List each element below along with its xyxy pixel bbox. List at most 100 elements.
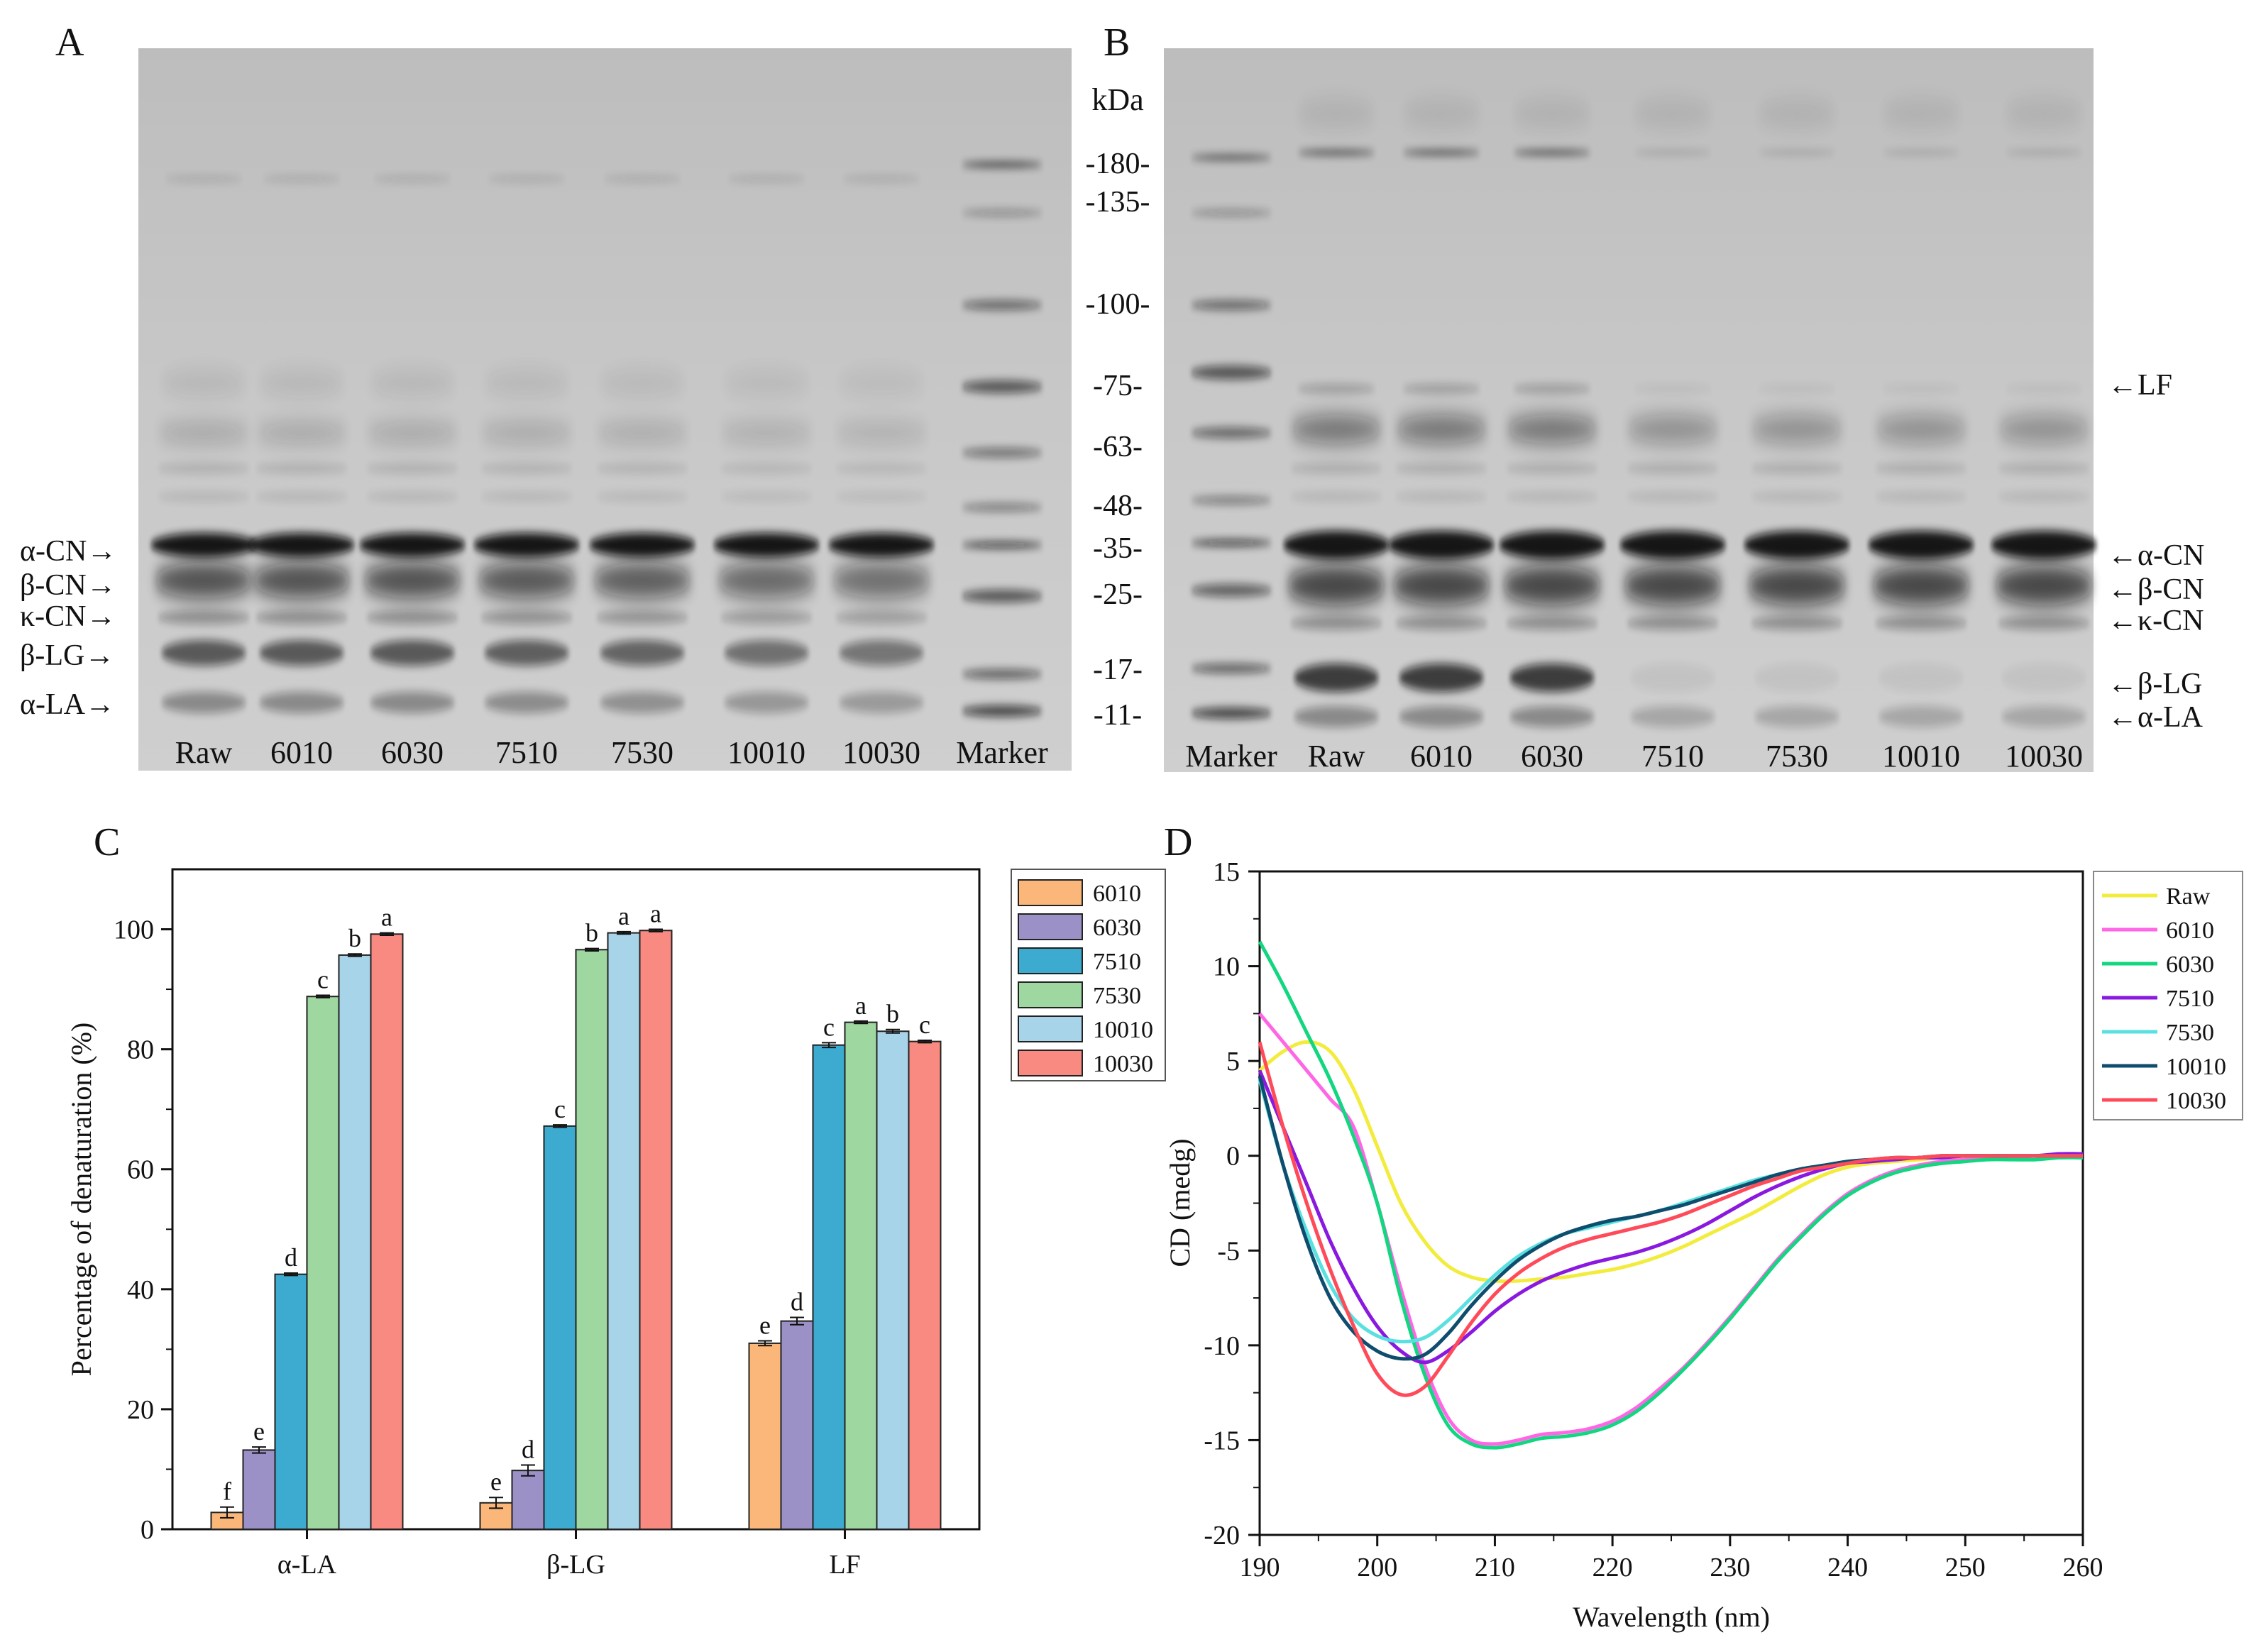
gel-band	[1623, 566, 1722, 605]
legend-label: 7510	[2166, 986, 2214, 1012]
marker-label: -180-	[1086, 148, 1150, 180]
significance-letter: c	[554, 1095, 566, 1123]
bar	[844, 1021, 878, 1531]
gel-marker-band	[1190, 496, 1272, 505]
gel-band	[1751, 415, 1843, 444]
gel-band	[720, 422, 813, 444]
gel-band	[1634, 150, 1712, 155]
gel-band	[1402, 150, 1480, 155]
gel-band	[477, 563, 576, 598]
gel-band	[1871, 566, 1971, 605]
gel-band	[596, 463, 688, 474]
bar-chart: Percentage of denaturation (%) 0 20 40 60 80…	[65, 868, 1166, 1580]
gel-band	[1395, 616, 1487, 630]
gel-band	[1627, 492, 1719, 502]
gel-band	[832, 563, 931, 598]
significance-letter: d	[791, 1288, 803, 1316]
significance-letter: c	[317, 966, 329, 994]
gel-b-lane-label: 6010	[1410, 739, 1473, 773]
gel-band	[1634, 99, 1712, 128]
bar	[242, 1449, 276, 1531]
gel-band	[1399, 706, 1484, 727]
gel-band	[255, 610, 348, 624]
legend-label: 6010	[1093, 881, 1141, 907]
line-chart-x-tick-label: 250	[1945, 1553, 1986, 1582]
bar	[511, 1470, 545, 1531]
gel-band	[839, 640, 924, 666]
bar-chart-legend: 6010 6030 7510 7530 10010 10030	[1011, 869, 1166, 1081]
gel-band	[727, 175, 805, 182]
gel-b-lane-label: 10030	[2005, 739, 2083, 773]
gel-band	[600, 369, 685, 397]
gel-a-lane-label: Raw	[175, 735, 233, 770]
gel-band	[1513, 384, 1591, 394]
bar-chart-y-tick-label: 0	[141, 1515, 154, 1545]
gel-marker-band	[1190, 663, 1272, 673]
gel-band	[1875, 492, 1967, 502]
gel-band	[1630, 706, 1715, 727]
bar	[607, 932, 641, 1530]
gel-band	[484, 640, 569, 666]
gel-band	[835, 492, 928, 502]
marker-label: -135-	[1086, 186, 1150, 219]
legend-label: 10030	[2166, 1088, 2226, 1114]
bar	[306, 996, 340, 1530]
gel-band	[161, 369, 246, 397]
legend-swatch	[1018, 981, 1083, 1008]
legend-label: 6010	[2166, 918, 2214, 944]
line-chart-y-tick-label: 15	[1213, 857, 1240, 887]
bar	[338, 954, 372, 1530]
gel-band	[1287, 566, 1386, 605]
marker-label: -75-	[1093, 370, 1143, 402]
gel-band	[1294, 706, 1379, 727]
gel-band	[1499, 531, 1605, 559]
line-chart-y-tick-label: -10	[1204, 1331, 1240, 1361]
gel-band	[1506, 492, 1598, 502]
bar	[543, 1125, 577, 1530]
line-chart-x-tick-label: 240	[1827, 1553, 1868, 1582]
line-chart-legend: Raw 6010 6030 7510 7530 10010 10030	[2093, 871, 2243, 1120]
gel-band	[842, 175, 920, 182]
gel-b-lane-label: 7510	[1641, 739, 1704, 773]
gel-marker-band	[961, 705, 1043, 717]
gel-band	[1627, 415, 1719, 444]
gel-band	[1751, 463, 1843, 474]
marker-label: -100-	[1086, 288, 1150, 321]
gel-b-lane-label: 10010	[1882, 739, 1960, 773]
gel-band	[1751, 616, 1843, 630]
gel-band	[1297, 384, 1375, 394]
gel-marker-band	[1190, 584, 1272, 597]
gel-b-lane-label: Marker	[1185, 739, 1277, 773]
legend-swatch	[1018, 1050, 1083, 1076]
gel-b-lane-label: 6030	[1521, 739, 1583, 773]
gel-band	[600, 640, 685, 666]
line-chart-series	[1258, 940, 2084, 1450]
gel-band	[1509, 706, 1595, 727]
marker-label: -63-	[1093, 431, 1143, 463]
gel-band	[158, 422, 250, 444]
gel-band	[255, 492, 348, 502]
gel-band	[1878, 706, 1964, 727]
significance-letter: a	[855, 991, 867, 1020]
gel-band	[370, 692, 455, 713]
line-chart-y-tick-label: -5	[1217, 1236, 1240, 1266]
gel-band	[359, 533, 466, 557]
gel-band	[1754, 706, 1839, 727]
gel-band	[263, 175, 341, 182]
gel-b-band-label-beta-lg: ←β-LG	[2108, 668, 2202, 700]
gel-band	[1506, 616, 1598, 630]
gel-band	[600, 692, 685, 713]
line-chart-legend-frame	[2093, 871, 2243, 1120]
gel-band	[252, 563, 351, 598]
gel-band	[1998, 492, 2090, 502]
gel-a-lane-label: 7530	[611, 735, 673, 770]
gel-band	[165, 175, 243, 182]
line-chart-x-tick-label: 210	[1475, 1553, 1515, 1582]
gel-band	[480, 610, 573, 624]
gel-band	[1875, 415, 1967, 444]
gel-band	[1294, 663, 1379, 692]
gel-band	[255, 422, 348, 444]
line-chart-y-tick-label: 0	[1226, 1142, 1240, 1172]
gel-marker-band	[961, 448, 1043, 458]
